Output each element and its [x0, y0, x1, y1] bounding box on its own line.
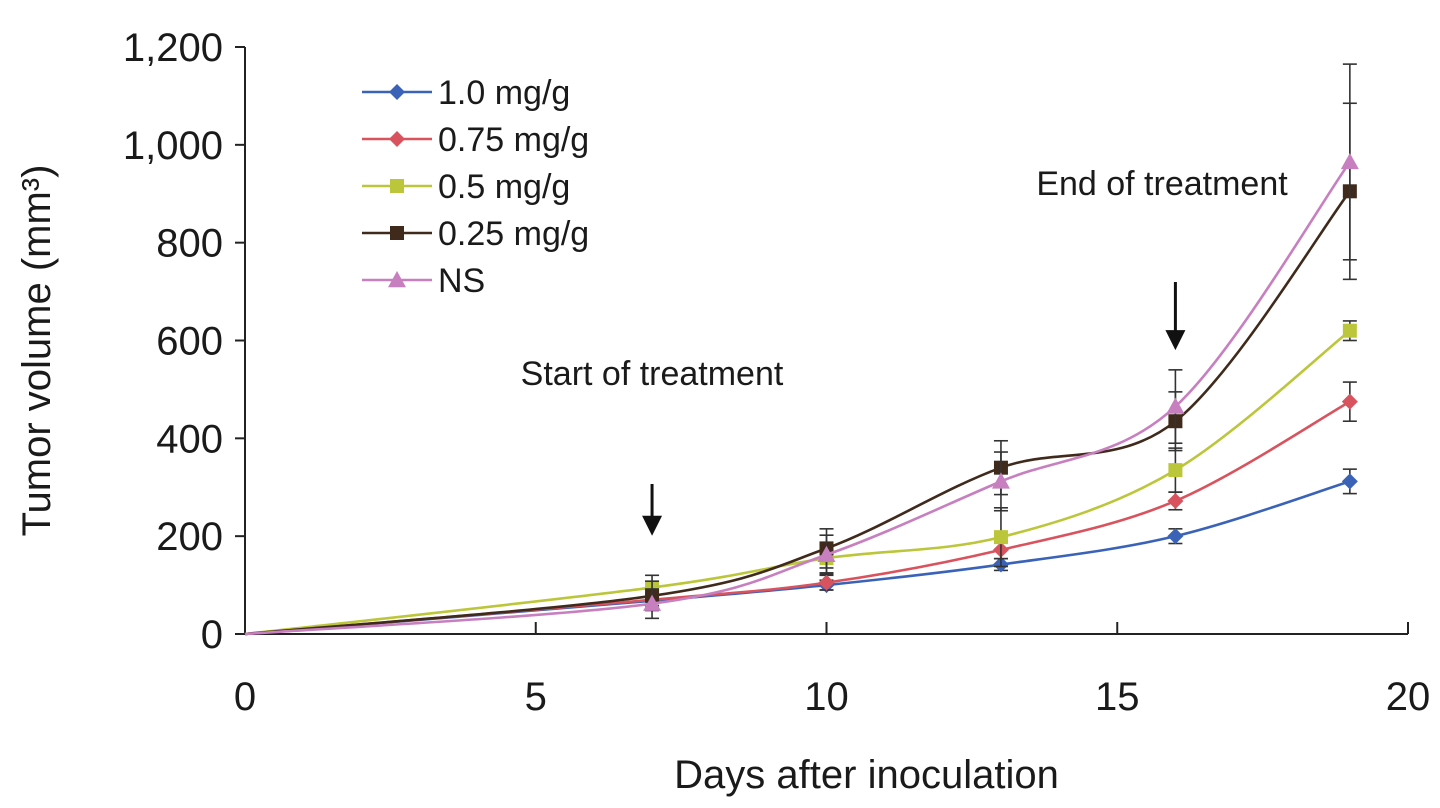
legend-entry-0-75-mg-g: 0.75 mg/g — [362, 121, 589, 159]
x-tick-label: 10 — [804, 675, 849, 719]
annotation-start: Start of treatment — [521, 355, 784, 536]
annotation-text: Start of treatment — [521, 355, 784, 393]
annotation-end: End of treatment — [1036, 165, 1288, 351]
legend-swatch-marker — [389, 84, 405, 100]
y-tick-label: 0 — [201, 613, 223, 657]
data-point — [643, 594, 662, 611]
data-point — [1167, 492, 1184, 509]
series-line — [244, 190, 1351, 636]
data-point — [993, 530, 1008, 545]
data-point — [1168, 463, 1183, 478]
x-tick-label: 20 — [1386, 675, 1431, 719]
legend-entry-1-0-mg-g: 1.0 mg/g — [362, 74, 570, 112]
data-point — [1341, 473, 1358, 490]
legend-label: 1.0 mg/g — [438, 74, 570, 112]
legend-swatch-marker — [389, 131, 405, 147]
legend-label: 0.5 mg/g — [438, 168, 570, 206]
data-point — [1167, 528, 1184, 545]
x-tick-label: 5 — [525, 675, 547, 719]
legend-swatch-marker — [390, 179, 404, 193]
series-line — [244, 161, 1351, 636]
data-point — [818, 574, 835, 591]
legend-entry-ns: NS — [362, 262, 485, 300]
series-layer — [244, 63, 1359, 636]
legend-label: 0.25 mg/g — [438, 215, 589, 253]
data-point — [1342, 323, 1357, 338]
data-point — [991, 472, 1010, 489]
axes: 0 200 400 600 800 1,000 1,200 0 5 10 15 20 — [123, 26, 1430, 719]
y-tick-label: 1,200 — [123, 26, 223, 70]
annotation-arrow-head — [1165, 330, 1186, 351]
y-tick-label: 400 — [156, 417, 223, 461]
data-point — [1341, 393, 1358, 410]
legend-entry-0-25-mg-g: 0.25 mg/g — [362, 215, 589, 253]
annotation-arrow-head — [642, 515, 663, 536]
annotations: Start of treatment End of treatment — [521, 165, 1288, 536]
y-tick-label: 200 — [156, 515, 223, 559]
legend-entry-0-5-mg-g: 0.5 mg/g — [362, 168, 570, 206]
y-tick-label: 1,000 — [123, 124, 223, 168]
legend-swatch-marker — [388, 271, 406, 288]
data-point — [1166, 397, 1185, 414]
data-point — [817, 545, 836, 562]
series-0-5-mg-g — [244, 320, 1357, 636]
y-axis-title: Tumor volume (mm³) — [15, 165, 59, 537]
x-tick-label: 15 — [1095, 675, 1140, 719]
series-0-75-mg-g — [244, 381, 1358, 636]
x-tick-label: 0 — [234, 675, 256, 719]
series-line — [244, 329, 1351, 636]
legend: 1.0 mg/g 0.75 mg/g 0.5 mg/g 0.25 mg/g NS — [362, 74, 589, 300]
series-line — [244, 480, 1351, 636]
annotation-text: End of treatment — [1036, 165, 1288, 203]
data-point — [1340, 152, 1359, 170]
y-tick-label: 800 — [156, 222, 223, 266]
legend-label: NS — [438, 262, 485, 300]
y-tick-label: 600 — [156, 320, 223, 364]
series-ns — [244, 63, 1359, 636]
x-axis-title: Days after inoculation — [674, 753, 1059, 797]
legend-swatch-marker — [390, 226, 404, 240]
legend-label: 0.75 mg/g — [438, 121, 589, 159]
series-line — [244, 400, 1351, 636]
